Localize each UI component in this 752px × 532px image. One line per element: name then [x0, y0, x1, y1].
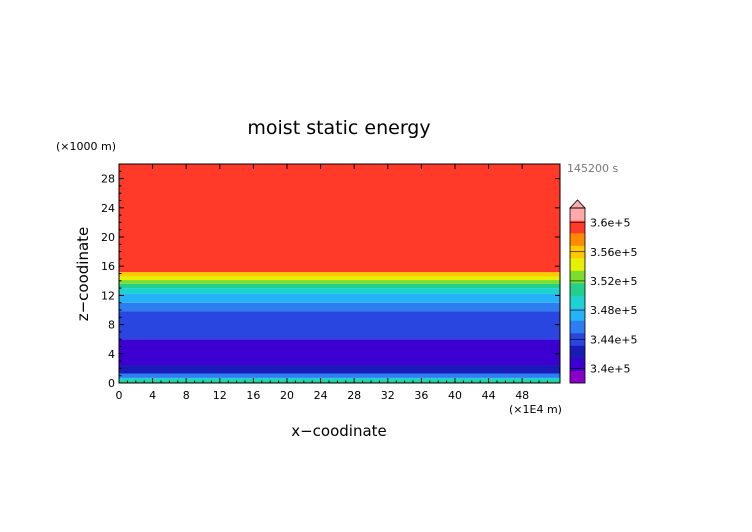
- colorbar-swatch-2: [570, 345, 585, 359]
- colorbar: 3.4e+5 3.44e+5 3.48e+5 3.52e+5 3.56e+5 3.6e+5: [569, 199, 637, 384]
- colorbar-swatch-0: [570, 370, 585, 384]
- colorbar-swatch-13: [570, 208, 585, 221]
- x-tick-label-6: 24: [314, 389, 328, 402]
- field-band-2: [119, 373, 560, 378]
- y-tick-label-1: 4: [108, 348, 115, 361]
- field-band-3: [119, 365, 560, 374]
- field-band-5: [119, 311, 560, 340]
- x-axis: 0 4 8 12 16 20 24 28 32 36 40 44 48: [116, 164, 548, 402]
- colorbar-swatch-1: [570, 358, 585, 371]
- field-band-4: [119, 339, 560, 366]
- plot-area: [118, 163, 561, 384]
- colorbar-swatch-4: [570, 320, 585, 334]
- x-tick-label-8: 32: [381, 389, 395, 402]
- x-tick-label-1: 4: [149, 389, 156, 402]
- field-band-7: [119, 293, 560, 303]
- x-tick-label-4: 16: [246, 389, 260, 402]
- colorbar-swatch-7: [570, 283, 585, 296]
- x-tick-label-5: 20: [280, 389, 294, 402]
- y-tick-label-6: 24: [101, 202, 115, 215]
- field-band-1: [119, 377, 560, 381]
- y-axis: 0 4 8 12 16 20 24 28: [101, 163, 560, 390]
- colorbar-label-5: 3.6e+5: [590, 217, 630, 230]
- field-band-6: [119, 302, 560, 312]
- x-tick-label-10: 40: [448, 389, 462, 402]
- colorbar-swatch-8: [570, 270, 585, 284]
- x-tick-label-7: 28: [347, 389, 361, 402]
- colorbar-label-2: 3.48e+5: [590, 304, 637, 317]
- x-tick-label-0: 0: [116, 389, 123, 402]
- colorbar-frame: [569, 207, 586, 384]
- chart-title: moist static energy: [247, 117, 430, 139]
- colorbar-swatch-11: [570, 233, 585, 246]
- colorbar-label-3: 3.52e+5: [590, 275, 637, 288]
- y-tick-label-4: 16: [101, 260, 115, 273]
- field-band-0: [119, 380, 560, 383]
- x-tick-label-11: 44: [482, 389, 496, 402]
- colorbar-label-1: 3.44e+5: [590, 333, 637, 346]
- colorbar-swatch-9: [570, 258, 585, 271]
- x-tick-label-3: 12: [213, 389, 227, 402]
- colorbar-extend-arrow: [569, 199, 586, 209]
- y-axis-label: z−coodinate: [74, 227, 92, 322]
- colorbar-label-4: 3.56e+5: [590, 246, 637, 259]
- x-tick-label-12: 48: [515, 389, 529, 402]
- x-tick-label-2: 8: [183, 389, 190, 402]
- field-band-12: [119, 272, 560, 277]
- x-axis-label: x−coodinate: [291, 422, 387, 440]
- field-band-10: [119, 280, 560, 284]
- y-tick-label-2: 8: [108, 319, 115, 332]
- colorbar-label-0: 3.4e+5: [590, 362, 630, 375]
- y-tick-label-0: 0: [108, 377, 115, 390]
- field-band-11: [119, 276, 560, 281]
- y-unit-label: (×1000 m): [56, 140, 116, 153]
- x-tick-label-9: 36: [414, 389, 428, 402]
- y-tick-label-5: 20: [101, 231, 115, 244]
- field-band-8: [119, 288, 560, 294]
- colorbar-swatch-5: [570, 308, 585, 321]
- time-label: 145200 s: [567, 162, 618, 175]
- field-band-13: [119, 164, 560, 273]
- y-tick-label-7: 28: [101, 173, 115, 186]
- y-tick-label-3: 12: [101, 289, 115, 302]
- x-unit-label: (×1E4 m): [509, 403, 562, 416]
- field-band-9: [119, 283, 560, 289]
- colorbar-swatch-6: [570, 295, 585, 309]
- colorbar-swatch-12: [570, 220, 585, 234]
